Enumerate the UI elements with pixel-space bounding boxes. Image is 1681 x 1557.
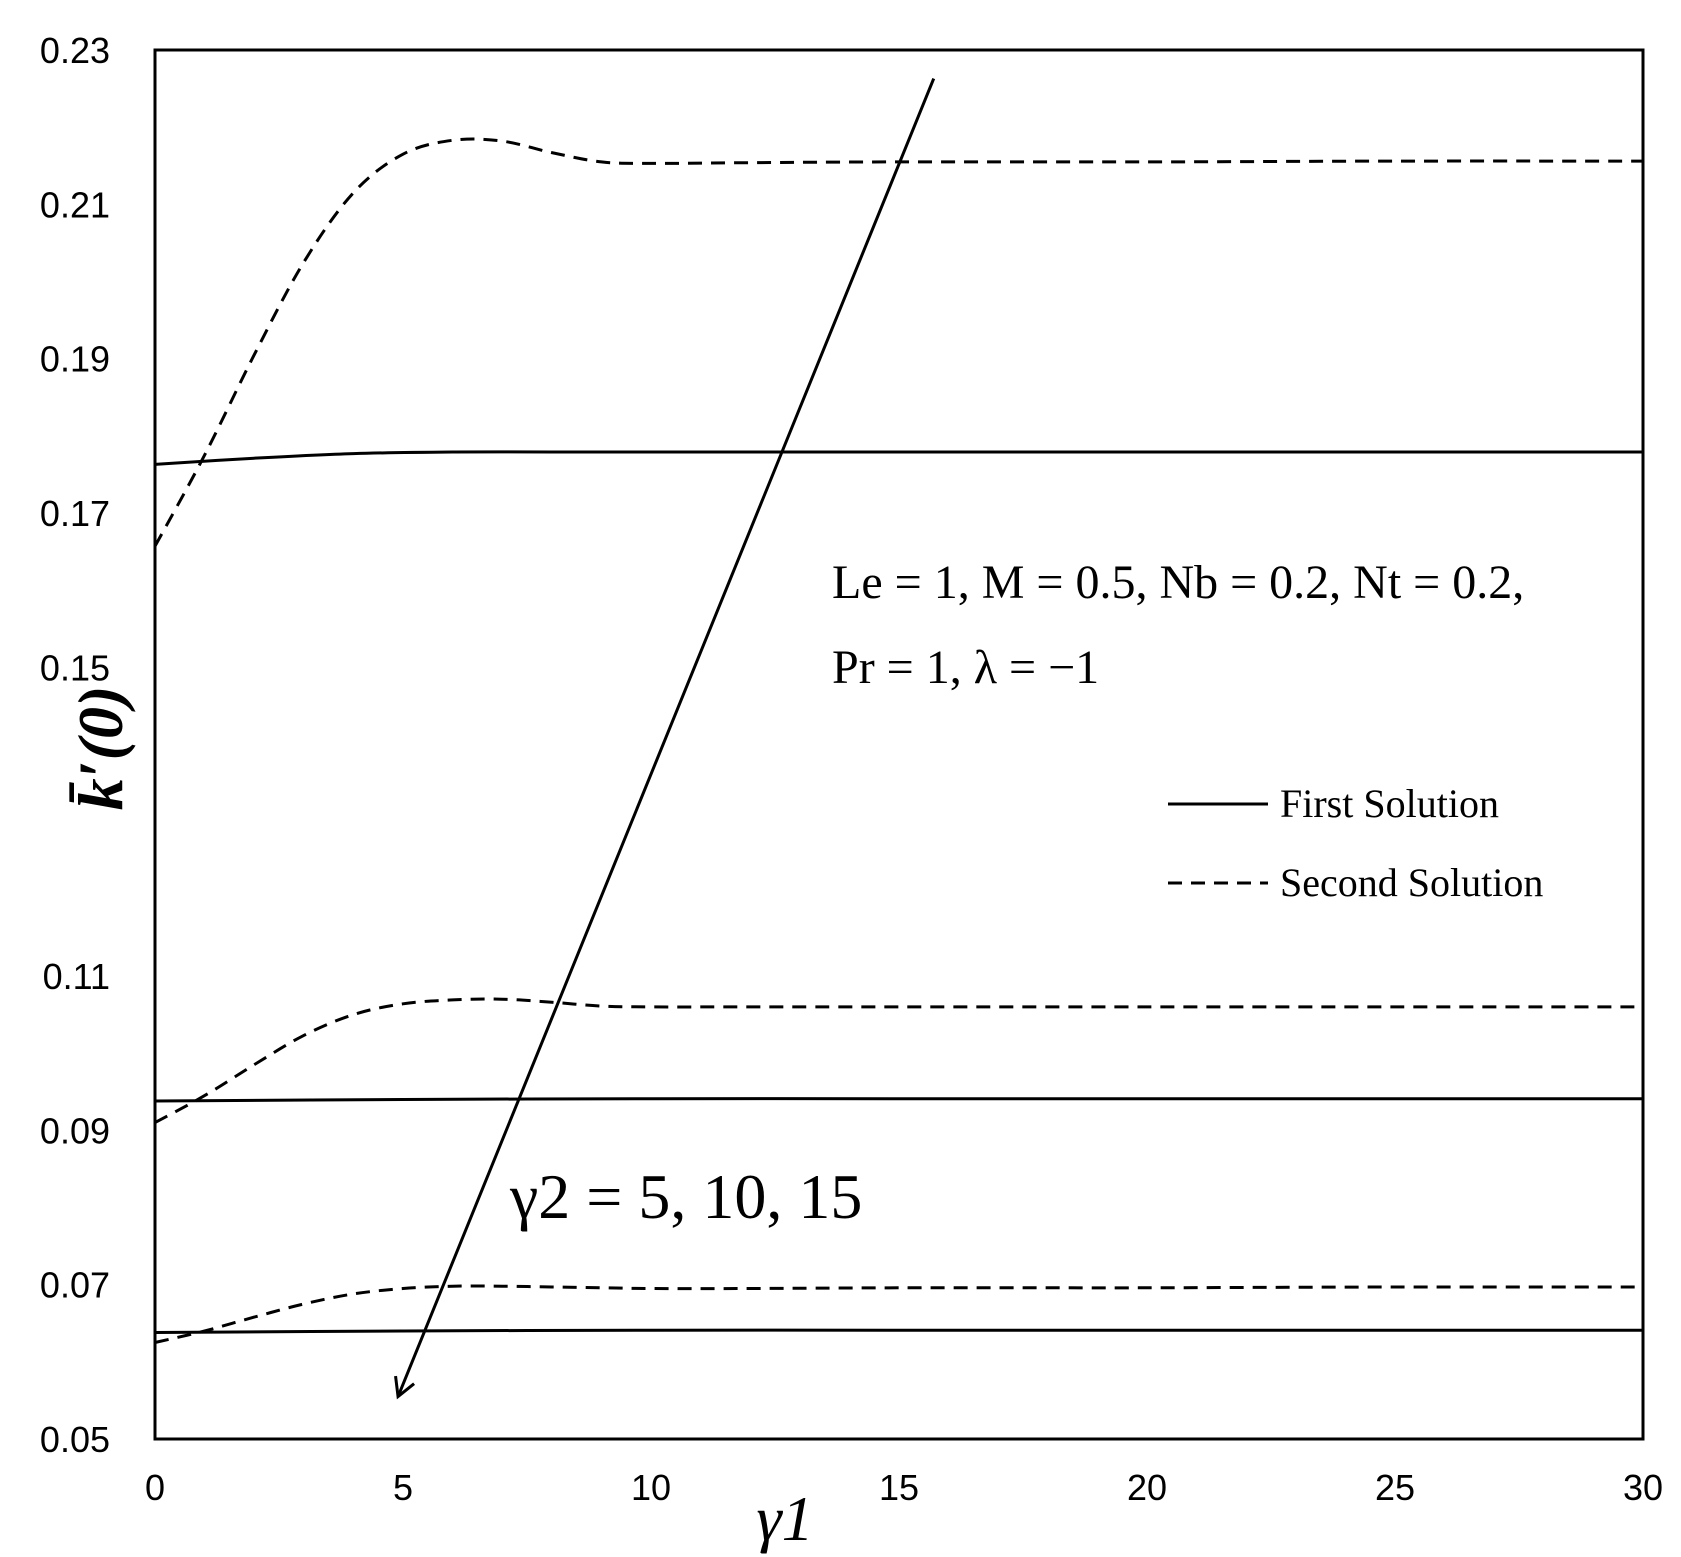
second-solution-line-1 — [153, 137, 1644, 547]
y-tick-label: 0.23 — [40, 30, 110, 71]
second-solution-line-5 — [154, 1284, 1644, 1344]
arrow-label: γ2 = 5, 10, 15 — [509, 1161, 862, 1232]
first-solution-line-0 — [154, 450, 1643, 466]
series-layer — [153, 137, 1644, 1344]
first-solution-line-2 — [154, 1097, 1643, 1103]
parameter-annotation-line2: Pr = 1, λ = −1 — [832, 641, 1099, 694]
x-tick-label: 20 — [1127, 1467, 1167, 1508]
y-tick-label: 0.07 — [40, 1265, 110, 1306]
plot-area — [153, 48, 1645, 1441]
legend-label-first: First Solution — [1280, 781, 1499, 826]
x-tick-labels: 0 5 10 15 20 25 30 — [145, 1467, 1663, 1508]
first-solution-line-4 — [154, 1328, 1643, 1334]
y-tick-label: 0.19 — [40, 339, 110, 380]
y-tick-label: 0.21 — [40, 184, 110, 225]
x-tick-label: 0 — [145, 1467, 165, 1508]
x-tick-label: 5 — [393, 1467, 413, 1508]
x-tick-label: 30 — [1623, 1467, 1663, 1508]
y-tick-label: 0.09 — [40, 1110, 110, 1151]
x-axis-label: γ1 — [756, 1483, 813, 1554]
x-tick-label: 25 — [1375, 1467, 1415, 1508]
legend: First Solution Second Solution — [1168, 781, 1543, 905]
y-tick-label: 0.17 — [40, 493, 110, 534]
trend-arrow — [394, 77, 936, 1400]
parameter-annotation-line1: Le = 1, M = 0.5, Nb = 0.2, Nt = 0.2, — [832, 556, 1524, 609]
x-tick-label: 15 — [879, 1467, 919, 1508]
y-tick-labels: 0.05 0.07 0.09 0.11 0.15 0.17 0.19 0.21 0.23 — [40, 30, 110, 1460]
y-tick-label: 0.05 — [40, 1419, 110, 1460]
y-tick-label: 0.11 — [43, 956, 110, 997]
x-tick-label: 10 — [631, 1467, 671, 1508]
y-axis-label: k̄′(0) — [65, 686, 136, 811]
second-solution-line-3 — [154, 997, 1643, 1124]
legend-label-second: Second Solution — [1280, 860, 1543, 905]
y-tick-label: 0.15 — [40, 647, 110, 688]
